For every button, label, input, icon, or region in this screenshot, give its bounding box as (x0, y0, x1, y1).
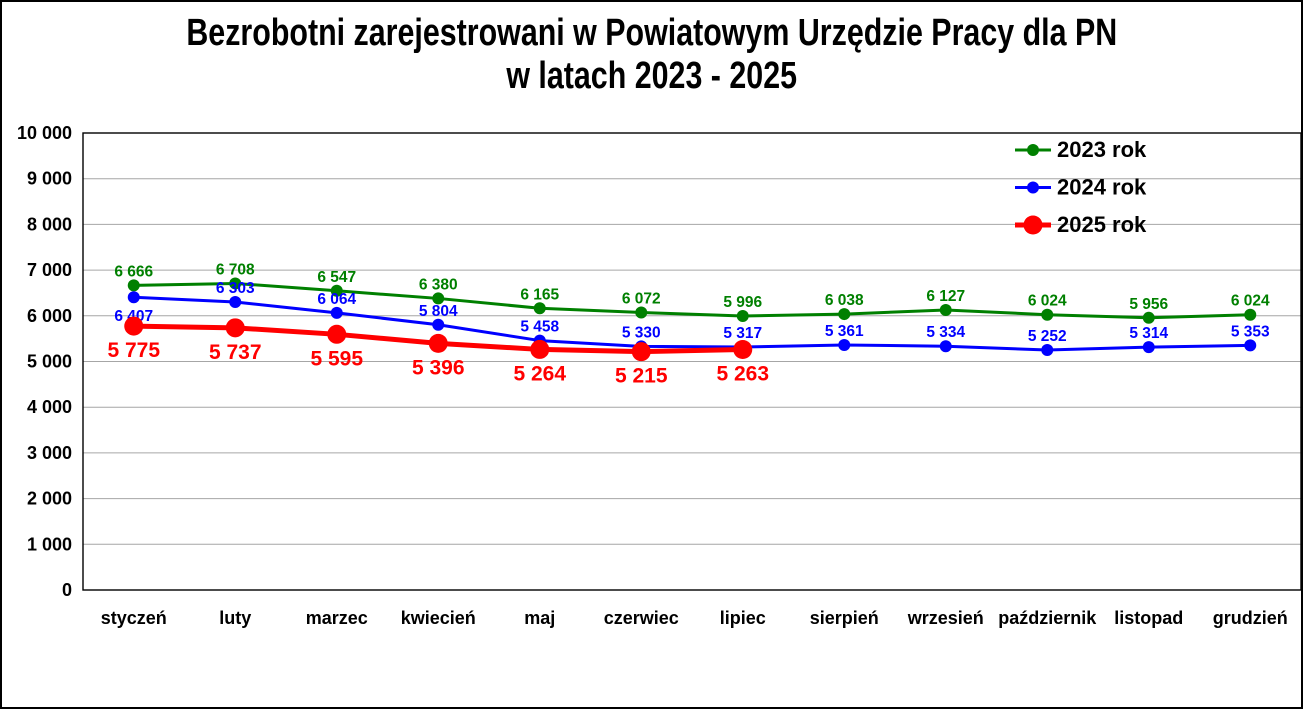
data-point (330, 306, 343, 319)
x-axis-tick-label: marzec (306, 608, 368, 628)
data-label: 5 396 (412, 356, 465, 379)
data-point (124, 316, 144, 336)
legend-marker (1027, 181, 1039, 194)
data-label: 6 064 (317, 291, 356, 308)
data-point (428, 333, 448, 353)
chart-title-line2: w latach 2023 - 2025 (506, 55, 797, 97)
legend-marker (1027, 144, 1039, 156)
data-point (1244, 339, 1257, 352)
data-label: 6 127 (926, 288, 965, 305)
data-label: 6 165 (520, 286, 559, 303)
data-point (1041, 308, 1054, 321)
data-point (736, 309, 749, 322)
data-label: 5 314 (1129, 325, 1168, 342)
y-axis-tick-label: 6 000 (27, 306, 72, 326)
data-point (127, 279, 140, 292)
data-point (530, 339, 550, 359)
y-axis-tick-label: 1 000 (27, 534, 72, 554)
data-label: 5 334 (926, 324, 965, 341)
x-axis-tick-label: maj (524, 608, 555, 628)
data-point (1142, 311, 1155, 324)
data-label: 6 666 (114, 263, 153, 280)
data-label: 5 458 (520, 319, 559, 336)
data-point (225, 318, 245, 338)
data-label: 6 024 (1231, 293, 1270, 310)
data-point (1142, 341, 1155, 354)
series-line-0 (132, 281, 1252, 320)
data-label: 5 361 (825, 323, 864, 340)
x-axis-tick-label: październik (998, 608, 1097, 628)
y-axis-tick-label: 2 000 (27, 489, 72, 509)
data-label: 5 775 (107, 339, 160, 362)
data-point (330, 284, 343, 297)
data-point (635, 306, 648, 319)
x-axis-tick-label: grudzień (1213, 608, 1288, 628)
data-point (631, 342, 651, 362)
y-axis-tick-label: 10 000 (17, 123, 72, 143)
data-point (1041, 343, 1054, 356)
data-label: 5 353 (1231, 323, 1270, 340)
data-label: 6 303 (216, 280, 255, 297)
data-point (432, 292, 445, 305)
y-axis-tick-label: 7 000 (27, 260, 72, 280)
y-axis-tick-label: 4 000 (27, 397, 72, 417)
y-axis-tick-label: 5 000 (27, 352, 72, 372)
data-label: 6 547 (317, 269, 356, 286)
data-label: 5 804 (419, 303, 458, 320)
legend-label: 2025 rok (1057, 212, 1147, 237)
x-axis-tick-label: wrzesień (907, 608, 984, 628)
data-point (838, 339, 851, 352)
legend-label: 2023 rok (1057, 137, 1147, 162)
x-axis-tick-label: listopad (1114, 608, 1183, 628)
data-label: 5 330 (622, 324, 661, 341)
x-axis-tick-label: luty (219, 608, 251, 628)
data-point (939, 303, 952, 316)
data-label: 5 317 (723, 325, 762, 342)
data-label: 6 380 (419, 276, 458, 293)
data-label: 5 996 (723, 294, 762, 311)
y-axis-tick-label: 3 000 (27, 443, 72, 463)
plot-area-border (82, 132, 1301, 591)
data-point (327, 324, 347, 344)
data-point (127, 291, 140, 304)
x-axis-tick-label: styczeń (101, 608, 167, 628)
data-label: 6 708 (216, 261, 255, 278)
data-label: 5 956 (1129, 296, 1168, 313)
data-label: 6 072 (622, 291, 661, 308)
data-point (1244, 308, 1257, 321)
data-point (939, 340, 952, 353)
data-label: 5 595 (310, 347, 363, 370)
y-axis-tick-label: 9 000 (27, 169, 72, 189)
legend-marker (1023, 215, 1043, 235)
y-axis-tick-label: 0 (62, 580, 72, 600)
chart-title-line1: Bezrobotni zarejestrowani w Powiatowym U… (186, 12, 1117, 54)
x-axis-tick-label: czerwiec (604, 608, 679, 628)
data-point (229, 295, 242, 308)
x-axis-tick-label: sierpień (810, 608, 879, 628)
data-label: 5 252 (1028, 328, 1067, 345)
x-axis-tick-label: lipiec (720, 608, 766, 628)
data-point (838, 308, 851, 321)
y-axis-tick-label: 8 000 (27, 214, 72, 234)
data-point (733, 339, 753, 359)
x-axis-tick-label: kwiecień (401, 608, 476, 628)
series-line-1 (132, 295, 1252, 352)
data-label: 6 024 (1028, 293, 1067, 310)
data-point (533, 302, 546, 315)
data-label: 6 038 (825, 292, 864, 309)
data-label: 5 737 (209, 341, 262, 364)
legend-label: 2024 rok (1057, 175, 1147, 200)
data-point (229, 277, 242, 290)
data-label: 5 263 (716, 362, 769, 385)
data-label: 5 264 (513, 362, 566, 385)
chart-title: Bezrobotni zarejestrowani w Powiatowym U… (2, 12, 1301, 98)
data-label: 5 215 (615, 365, 668, 388)
data-point (432, 318, 445, 331)
